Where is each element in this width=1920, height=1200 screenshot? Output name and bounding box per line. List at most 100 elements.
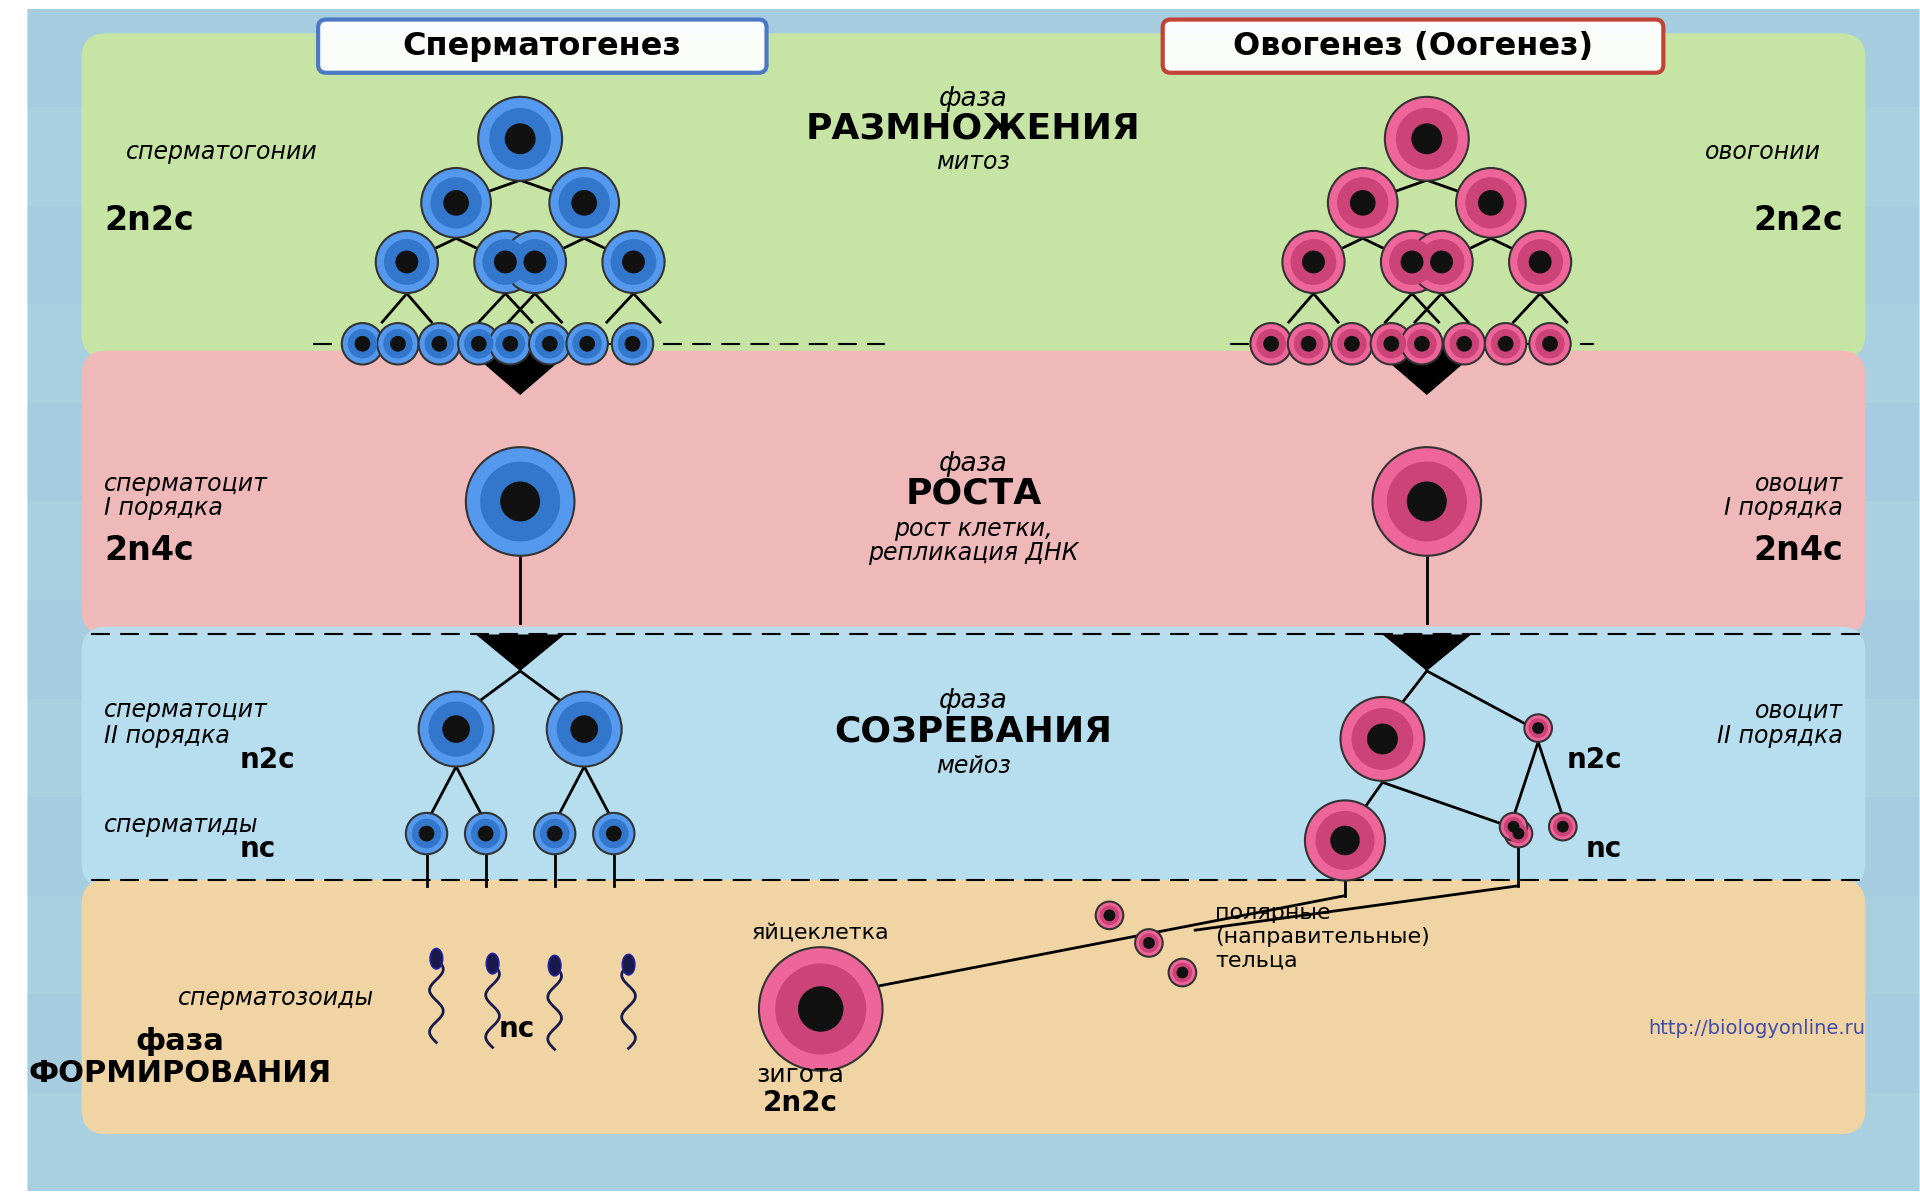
Circle shape [495, 329, 524, 359]
Circle shape [1386, 462, 1467, 541]
Circle shape [1373, 448, 1480, 556]
Circle shape [419, 691, 493, 767]
Text: сперматогонии: сперматогонии [127, 139, 317, 163]
Circle shape [490, 108, 551, 169]
Circle shape [1505, 820, 1532, 847]
Circle shape [1352, 708, 1413, 770]
Circle shape [1142, 937, 1154, 949]
Bar [27, 1093, 1920, 1192]
Text: зигота: зигота [756, 1063, 845, 1087]
FancyBboxPatch shape [27, 8, 1920, 1192]
Circle shape [1380, 230, 1444, 293]
Circle shape [618, 329, 647, 359]
Circle shape [499, 481, 540, 522]
Text: I порядка: I порядка [104, 497, 223, 521]
Circle shape [603, 230, 664, 293]
Circle shape [1528, 251, 1551, 274]
Bar [27, 107, 1920, 206]
Circle shape [1553, 817, 1572, 836]
Circle shape [799, 986, 843, 1032]
Circle shape [376, 230, 438, 293]
Circle shape [478, 826, 493, 841]
Circle shape [419, 826, 434, 841]
Circle shape [1139, 934, 1160, 953]
Circle shape [1100, 906, 1119, 925]
Circle shape [1455, 168, 1526, 238]
Circle shape [541, 336, 557, 352]
Text: nc: nc [1586, 835, 1622, 863]
Circle shape [384, 239, 430, 284]
Circle shape [1528, 719, 1548, 738]
Circle shape [572, 329, 603, 359]
Circle shape [593, 812, 634, 854]
Text: овогонии: овогонии [1705, 139, 1820, 163]
Circle shape [559, 178, 611, 228]
Circle shape [1532, 722, 1544, 734]
Circle shape [1557, 821, 1569, 833]
Text: nc: nc [240, 835, 276, 863]
Circle shape [1263, 336, 1279, 352]
Circle shape [1419, 239, 1465, 284]
Circle shape [572, 190, 597, 216]
Circle shape [1465, 178, 1517, 228]
Circle shape [1400, 251, 1423, 274]
Circle shape [470, 818, 501, 848]
Circle shape [524, 251, 547, 274]
Circle shape [1503, 817, 1523, 836]
Text: сперматоцит: сперматоцит [104, 472, 269, 496]
Circle shape [1549, 812, 1576, 840]
Circle shape [505, 124, 536, 155]
Text: РОСТА: РОСТА [906, 476, 1043, 510]
Bar [27, 403, 1920, 502]
Polygon shape [463, 346, 578, 395]
Circle shape [1390, 239, 1434, 284]
Circle shape [444, 190, 468, 216]
Bar [27, 698, 1920, 797]
Circle shape [420, 168, 492, 238]
Circle shape [405, 812, 447, 854]
Text: (направительные): (направительные) [1215, 928, 1430, 947]
Text: http://biologyonline.ru: http://biologyonline.ru [1649, 1019, 1866, 1038]
Circle shape [465, 812, 507, 854]
Text: I порядка: I порядка [1724, 497, 1843, 521]
Circle shape [1524, 714, 1551, 742]
Circle shape [1331, 323, 1373, 365]
Text: фаза: фаза [939, 688, 1008, 714]
Circle shape [1283, 230, 1344, 293]
FancyBboxPatch shape [83, 880, 1866, 1134]
Circle shape [1306, 800, 1384, 881]
Circle shape [570, 715, 597, 743]
Text: n2c: n2c [240, 745, 296, 774]
Circle shape [1490, 329, 1521, 359]
Text: РАЗМНОЖЕНИЯ: РАЗМНОЖЕНИЯ [806, 112, 1140, 146]
Text: митоз: митоз [937, 150, 1010, 174]
Circle shape [1384, 97, 1469, 181]
Circle shape [342, 323, 384, 365]
Circle shape [1350, 190, 1375, 216]
Circle shape [419, 323, 461, 365]
Circle shape [1315, 811, 1375, 870]
FancyBboxPatch shape [83, 34, 1866, 359]
Text: фаза: фаза [939, 451, 1008, 478]
Circle shape [490, 323, 532, 365]
FancyBboxPatch shape [319, 19, 766, 73]
Bar [27, 8, 1920, 107]
Circle shape [549, 168, 618, 238]
Circle shape [430, 178, 482, 228]
Circle shape [482, 239, 528, 284]
Circle shape [1517, 239, 1563, 284]
Circle shape [624, 336, 641, 352]
Circle shape [503, 336, 518, 352]
Circle shape [1331, 826, 1359, 856]
Text: мейоз: мейоз [937, 754, 1012, 778]
Circle shape [580, 336, 595, 352]
Text: фаза: фаза [136, 1027, 225, 1056]
Circle shape [1500, 812, 1526, 840]
Circle shape [1336, 329, 1367, 359]
Text: овоцит: овоцит [1755, 472, 1843, 496]
Circle shape [1450, 329, 1478, 359]
Circle shape [557, 702, 612, 757]
FancyBboxPatch shape [83, 626, 1866, 888]
Circle shape [1344, 336, 1359, 352]
Circle shape [1367, 724, 1398, 755]
